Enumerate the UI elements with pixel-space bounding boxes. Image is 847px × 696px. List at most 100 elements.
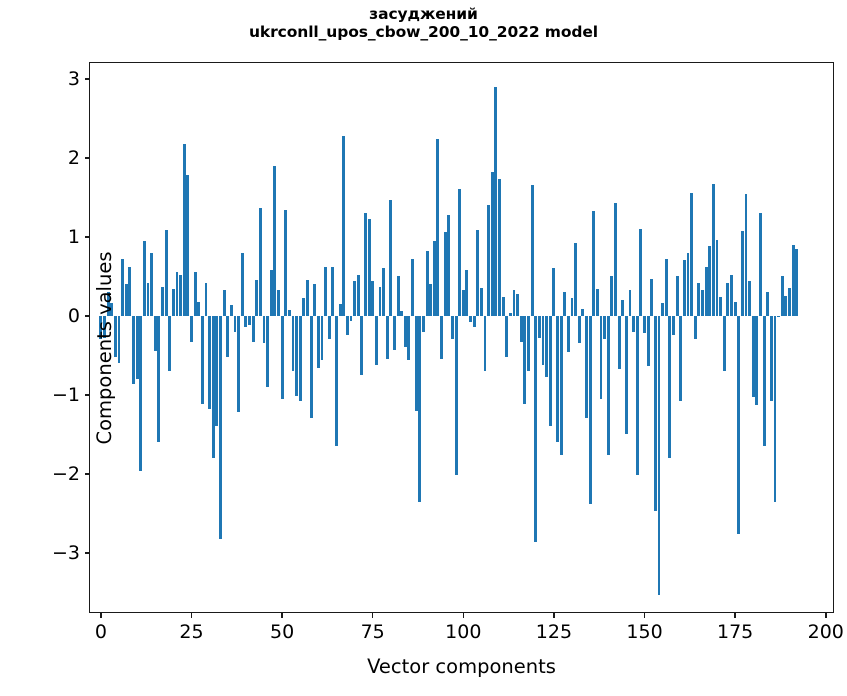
bar [403,315,407,348]
bar [472,315,476,327]
bar [197,301,201,316]
bar [153,315,157,352]
bar [262,315,266,343]
chart-title: засуджений ukrconll_upos_cbow_200_10_202… [0,5,847,42]
bar [574,243,578,316]
bar [371,281,375,316]
bar [182,143,186,316]
bar [161,287,164,316]
bar [719,296,723,316]
bar [342,136,346,316]
bar [168,315,172,372]
bar [780,276,784,316]
bar [675,276,679,316]
bar [722,315,726,372]
bar [711,183,715,316]
bar [650,279,654,316]
bar [465,269,469,316]
bar [461,290,465,316]
bar [773,315,777,503]
x-axis-tick-label: 175 [717,621,754,643]
bar [715,239,719,316]
bar [548,315,552,427]
bar [516,293,520,316]
bar [653,315,657,511]
bar [505,315,509,357]
bar [414,315,418,411]
bar [146,282,150,316]
bar [490,172,494,316]
bar [447,215,451,316]
bar [664,258,668,316]
bar [534,315,538,542]
bar [291,315,295,372]
x-axis-tick-label: 50 [269,621,295,643]
bar [287,310,291,316]
bar [215,315,219,427]
bar [519,315,523,342]
bar [248,315,251,326]
bar [450,315,454,340]
bar [407,315,411,360]
bar [171,288,175,316]
x-axis-tick-mark [100,612,102,618]
bar [425,251,429,316]
bar [396,276,400,316]
bar [190,315,193,342]
bar [128,266,132,316]
bar [179,274,183,316]
y-axis-tick-mark [84,235,90,238]
bar [617,315,621,370]
bar [244,315,248,327]
bar [229,304,233,316]
bar [360,315,364,375]
bar [581,309,585,316]
bar [200,315,204,405]
bar [251,315,255,342]
bar [211,315,215,458]
bar [483,315,487,372]
chart-title-line-1: засуджений [369,5,478,23]
bar [421,315,425,332]
y-axis-tick-label: 1 [67,225,80,248]
bar [632,315,636,332]
bar [487,205,491,316]
bar [588,315,592,504]
y-axis-tick-mark [84,314,90,317]
bar [672,315,675,335]
bar [193,271,197,316]
bar [766,292,770,316]
bar [577,315,581,343]
bar [208,315,212,409]
y-axis-tick-mark [84,551,90,554]
x-axis-tick-mark [281,612,283,618]
bar [233,315,237,332]
bar [132,315,135,384]
bar [668,315,672,458]
bar [237,315,241,413]
y-axis-tick-label: 0 [67,304,80,327]
bar [621,299,625,316]
bar [113,315,117,357]
bar [295,315,299,397]
bar [748,281,752,316]
x-axis-tick-mark [553,612,555,618]
y-axis-tick-label: 2 [67,146,80,169]
bar [157,315,161,443]
bar [469,315,472,323]
chart-title-line-2: ukrconll_upos_cbow_200_10_2022 model [248,22,599,41]
bar [795,249,799,316]
bar [240,252,244,316]
bar [364,213,367,316]
bar [639,228,643,316]
y-axis-tick-mark [84,393,90,396]
bar [121,258,125,316]
bar [556,315,559,443]
bar [610,276,614,316]
bar [204,282,208,316]
bar [436,138,440,316]
bar [603,315,607,340]
plot-axes: −3 −2 −1 0 1 2 3 0 25 50 75 100 125 150 175 200 [52,62,844,643]
bar [527,315,530,372]
bar [142,240,146,316]
